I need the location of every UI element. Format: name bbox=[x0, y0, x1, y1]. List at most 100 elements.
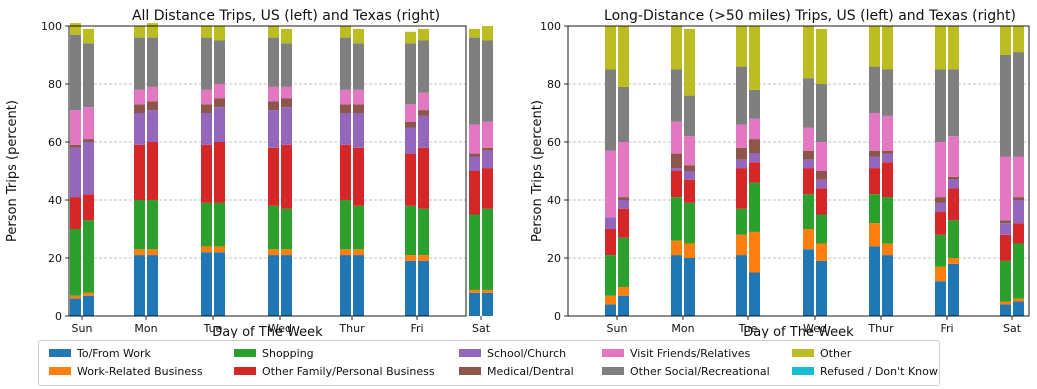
bar-segment bbox=[214, 107, 225, 142]
bar-segment bbox=[147, 101, 158, 111]
bar-segment bbox=[684, 95, 695, 137]
bar-segment bbox=[405, 205, 416, 256]
bar-segment bbox=[353, 205, 364, 250]
bar-segment bbox=[134, 200, 145, 250]
bar-segment bbox=[605, 255, 616, 296]
bar-segment bbox=[70, 197, 81, 229]
bar-segment bbox=[353, 249, 364, 256]
bar-segment bbox=[684, 258, 695, 316]
bar-segment bbox=[418, 255, 429, 261]
legend-swatch bbox=[234, 349, 256, 357]
bar-segment bbox=[803, 194, 814, 229]
bar-segment bbox=[134, 26, 145, 38]
x-tick-label: Thur bbox=[338, 322, 365, 335]
bar-segment bbox=[935, 281, 946, 316]
figure: 0 20 40 60 80 100 Sun Mon Tue Wed Thur Fri Sat All Di… bbox=[5, 8, 1030, 338]
bar-segment bbox=[405, 153, 416, 206]
bar-segment bbox=[201, 113, 212, 145]
bar-segment bbox=[147, 255, 158, 316]
legend-label: Visit Friends/Relatives bbox=[630, 347, 751, 360]
bar-segment bbox=[803, 150, 814, 160]
bar-segment bbox=[405, 127, 416, 154]
bar-segment bbox=[935, 197, 946, 203]
bar-segment bbox=[70, 110, 81, 145]
bar-segment bbox=[618, 287, 629, 296]
bar-segment bbox=[214, 98, 225, 108]
bar-segment bbox=[869, 66, 880, 113]
bar-segment bbox=[803, 249, 814, 316]
legend-label: Medical/Dentral bbox=[487, 365, 574, 378]
bar-segment bbox=[281, 208, 292, 250]
bar-segment bbox=[469, 292, 480, 316]
bar-segment bbox=[869, 26, 880, 67]
bar-segment bbox=[671, 69, 682, 122]
bar-segment bbox=[83, 142, 94, 195]
x-axis-label: Day of The Week bbox=[212, 325, 323, 338]
bar-segment bbox=[201, 246, 212, 253]
y-tick-label: 60 bbox=[48, 136, 62, 149]
bar-segment bbox=[605, 26, 616, 70]
bar-segment bbox=[1000, 304, 1011, 316]
bar-segment bbox=[268, 101, 279, 111]
bar-segment bbox=[882, 150, 893, 154]
bar-segment bbox=[736, 234, 747, 256]
bar-segment bbox=[816, 188, 827, 215]
bar-segment bbox=[353, 43, 364, 90]
bar-segment bbox=[671, 171, 682, 198]
bar-segment bbox=[281, 144, 292, 209]
bar-segment bbox=[803, 229, 814, 250]
bar-segment bbox=[684, 202, 695, 244]
bar-segment bbox=[214, 84, 225, 99]
bar-segment bbox=[749, 153, 760, 163]
bar-segment bbox=[340, 113, 351, 145]
bar-segment bbox=[201, 37, 212, 90]
y-tick-label: 0 bbox=[554, 310, 561, 323]
y-tick-label: 80 bbox=[547, 78, 561, 91]
bar-segment bbox=[882, 69, 893, 116]
x-tick-label: Wed bbox=[803, 322, 827, 335]
legend-swatch bbox=[602, 367, 624, 375]
bar-segment bbox=[1013, 243, 1024, 299]
x-tick-label: Sun bbox=[607, 322, 628, 335]
bar-segment bbox=[469, 28, 480, 38]
bar-segment bbox=[736, 159, 747, 169]
bar-segment bbox=[816, 214, 827, 244]
bar-segment bbox=[684, 136, 695, 166]
bar-segment bbox=[83, 292, 94, 296]
bar-segment bbox=[736, 208, 747, 235]
bar-segment bbox=[469, 124, 480, 154]
axes-frame bbox=[567, 25, 1030, 317]
bar-segment bbox=[1013, 298, 1024, 302]
bar-segment bbox=[353, 147, 364, 206]
bar-segment bbox=[147, 37, 158, 87]
bar-segment bbox=[935, 202, 946, 212]
y-tick-label: 0 bbox=[55, 310, 62, 323]
bar-segment bbox=[214, 246, 225, 253]
bar-segment bbox=[201, 252, 212, 316]
bar-segment bbox=[340, 200, 351, 250]
bar-segment bbox=[605, 295, 616, 305]
bar-segment bbox=[684, 171, 695, 180]
bar-segment bbox=[618, 295, 629, 316]
bar-segment bbox=[749, 89, 760, 119]
bar-segment bbox=[1000, 260, 1011, 302]
legend-label: Other bbox=[820, 347, 852, 360]
bar-segment bbox=[605, 229, 616, 256]
bar-segment bbox=[605, 304, 616, 316]
x-tick-label: Sun bbox=[72, 322, 93, 335]
bar-segment bbox=[405, 43, 416, 105]
bar-segment bbox=[736, 168, 747, 209]
bar-segment bbox=[353, 28, 364, 44]
bar-segment bbox=[803, 159, 814, 169]
bar-segment bbox=[134, 37, 145, 90]
bar-segment bbox=[736, 26, 747, 67]
bar-segment bbox=[671, 26, 682, 70]
bar-segment bbox=[201, 202, 212, 247]
bar-segment bbox=[803, 78, 814, 128]
legend-item-other: Other bbox=[792, 347, 851, 361]
bar-segment bbox=[482, 168, 493, 209]
bar-segment bbox=[605, 217, 616, 229]
bar-segment bbox=[869, 150, 880, 157]
bar-segment bbox=[281, 28, 292, 44]
bar-segment bbox=[935, 266, 946, 282]
